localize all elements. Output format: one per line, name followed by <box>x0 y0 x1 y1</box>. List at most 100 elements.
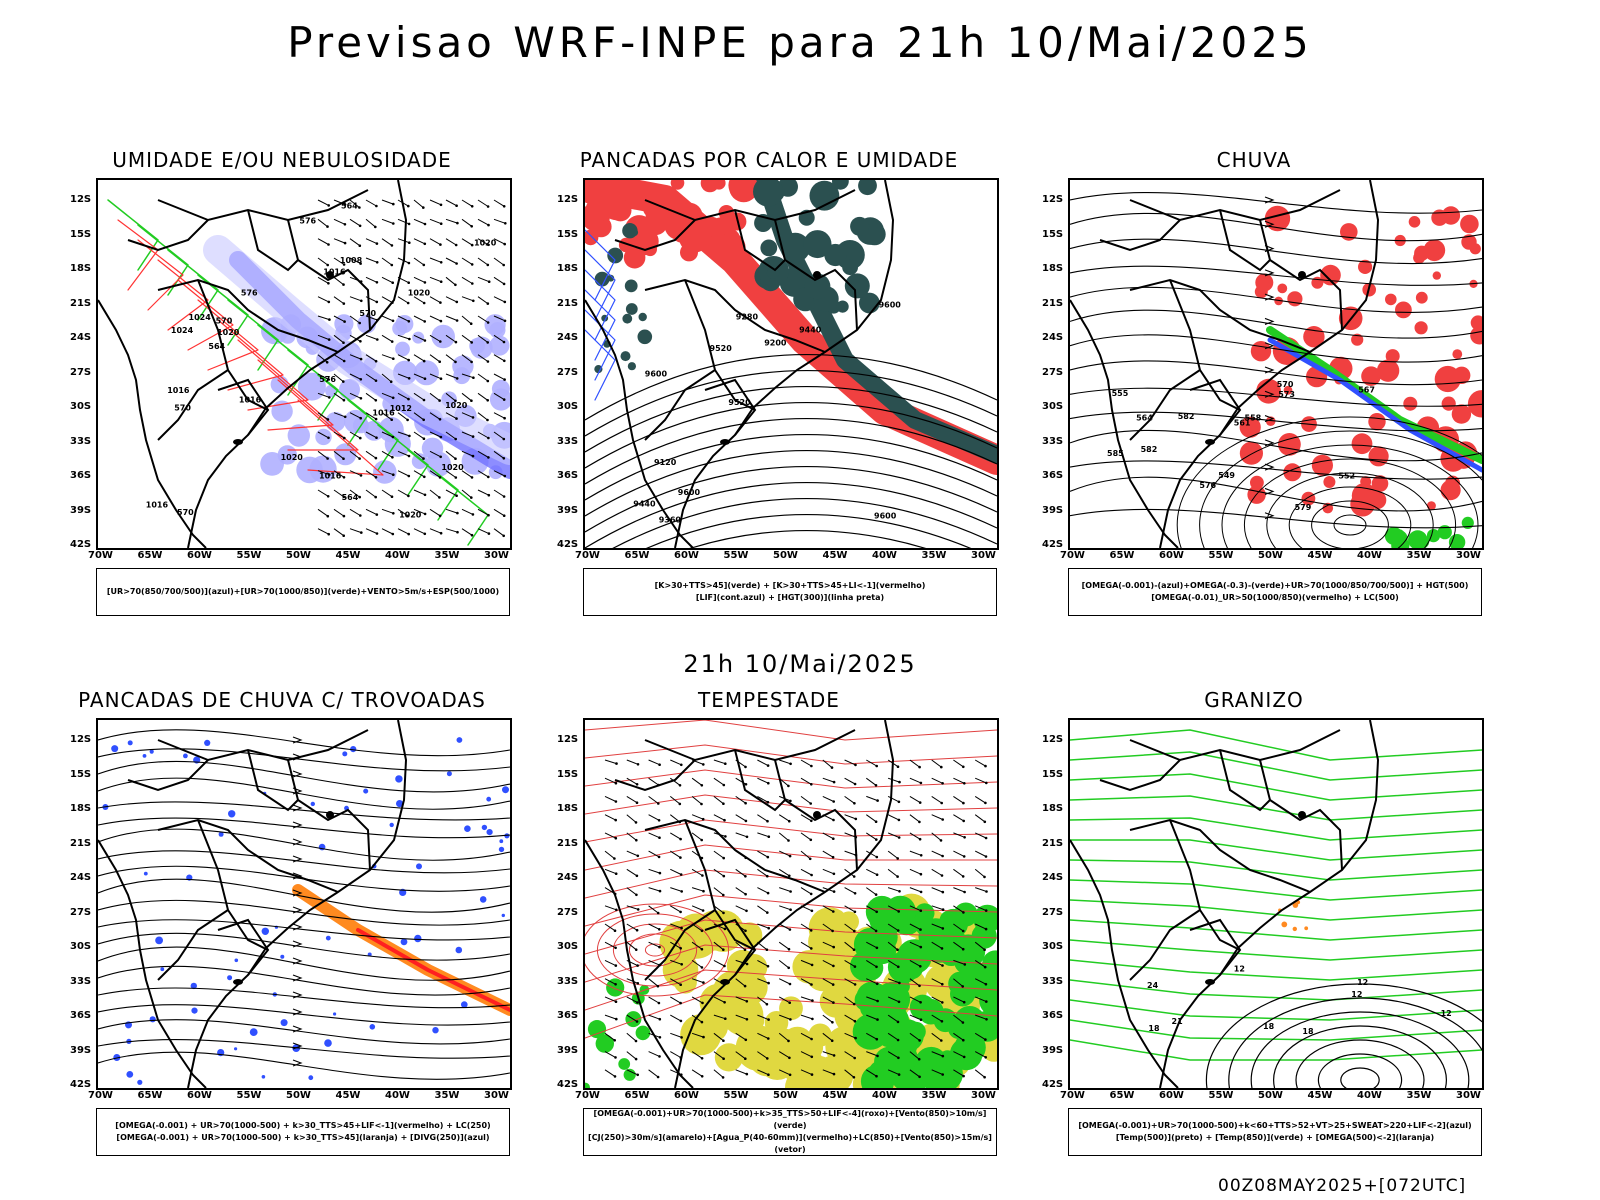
lon-tick-label: 40W <box>1357 1090 1382 1101</box>
lon-tick-label: 45W <box>335 1090 361 1101</box>
lon-tick-label: 30W <box>971 1090 996 1101</box>
lon-tick-label: 60W <box>187 550 212 561</box>
contour-label: 1024 <box>171 326 194 335</box>
lat-tick-label: 21S <box>1042 297 1064 309</box>
panel-title: TEMPESTADE <box>698 688 840 712</box>
contour-label: 576 <box>241 289 258 298</box>
contour-label: 564 <box>208 342 225 351</box>
legend-box: [OMEGA(-0.001)-(azul)+OMEGA(-0.3)-(verde… <box>1068 568 1482 616</box>
lon-tick-label: 35W <box>434 1090 460 1101</box>
lat-tick-label: 36S <box>70 470 92 481</box>
contour-label: 18 <box>1263 1022 1275 1031</box>
contour-label: 1016 <box>323 267 346 276</box>
lon-tick-label: 65W <box>624 1090 650 1101</box>
contour-label: 579 <box>1295 503 1312 512</box>
lat-tick-label: 33S <box>70 435 92 447</box>
lon-tick-label: 60W <box>674 550 699 561</box>
lat-tick-label: 12S <box>557 734 579 745</box>
contour-label: 1020 <box>445 401 468 410</box>
lon-tick-label: 50W <box>1258 550 1283 561</box>
lat-tick-label: 33S <box>1042 975 1064 987</box>
lat-tick-label: 30S <box>1042 401 1064 412</box>
lon-tick-label: 55W <box>236 550 262 561</box>
lon-tick-label: 70W <box>1060 550 1085 561</box>
contour-label: 555 <box>1112 389 1129 398</box>
lat-tick-label: 42S <box>1042 1079 1064 1090</box>
contour-label: 573 <box>1278 390 1295 399</box>
legend-line: [OMEGA(-0.001)+UR>70(1000-500)+k<60+TTS>… <box>1078 1121 1472 1130</box>
contour-label: 9600 <box>879 301 902 310</box>
contour-label: 1020 <box>441 463 464 472</box>
contour-label: 9600 <box>645 369 668 378</box>
lat-tick-label: 42S <box>557 1079 579 1090</box>
lat-tick-label: 27S <box>1042 906 1064 918</box>
contour-label: 561 <box>1234 419 1251 428</box>
lat-tick-label: 33S <box>557 975 579 987</box>
map-canvas <box>98 720 510 1088</box>
contour-label: 9520 <box>710 344 733 353</box>
contour-label: 570 <box>177 508 194 517</box>
contour-label: 1012 <box>390 404 412 413</box>
contour-label: 582 <box>1141 445 1158 454</box>
lat-tick-label: 18S <box>557 803 579 814</box>
contour-label: 9440 <box>633 500 656 509</box>
lon-tick-label: 60W <box>674 1090 699 1101</box>
contour-label: 1020 <box>281 453 304 462</box>
lon-tick-label: 60W <box>1159 1090 1184 1101</box>
contour-label: 576 <box>319 375 336 384</box>
contour-label: 12 <box>1234 964 1245 973</box>
contour-label: 1020 <box>474 239 497 248</box>
legend-line: [CJ(250)>30m/s](amarelo)+[Agua_P(40-60mm… <box>588 1133 992 1154</box>
lat-tick-label: 24S <box>557 872 579 883</box>
lat-tick-label: 12S <box>70 734 92 745</box>
contour-label: 18 <box>1302 1027 1314 1036</box>
lon-tick-label: 40W <box>385 550 410 561</box>
lat-tick-label: 27S <box>70 366 92 378</box>
contour-label: 564 <box>342 493 359 502</box>
lon-tick-label: 30W <box>1456 1090 1481 1101</box>
lat-tick-label: 42S <box>70 1079 92 1090</box>
contour-label: 1008 <box>340 256 363 265</box>
lat-tick-label: 15S <box>1042 768 1064 780</box>
contour-label: 1016 <box>167 386 190 395</box>
main-title: Previsao WRF-INPE para 21h 10/Mai/2025 <box>287 18 1313 67</box>
lon-tick-label: 30W <box>484 550 509 561</box>
contour-label: 567 <box>1358 386 1375 395</box>
contour-label: 9440 <box>799 325 822 334</box>
lon-tick-label: 55W <box>1208 550 1234 561</box>
lat-tick-label: 30S <box>70 941 92 952</box>
lat-tick-label: 12S <box>1042 734 1064 745</box>
contour-label: 1016 <box>372 409 395 418</box>
lon-tick-label: 40W <box>872 1090 897 1101</box>
lat-tick-label: 36S <box>557 470 579 481</box>
contour-label: 24 <box>1147 981 1159 990</box>
legend-line: [Temp(500)](preto) + [Temp(850)](verde) … <box>1115 1133 1435 1142</box>
contour-label: 582 <box>1178 412 1195 421</box>
legend-line: [UR>70(850/700/500)](azul)+[UR>70(1000/8… <box>106 587 500 596</box>
lon-tick-label: 50W <box>286 550 311 561</box>
lat-tick-label: 21S <box>1042 837 1064 849</box>
lon-tick-label: 65W <box>137 1090 163 1101</box>
contour-label: 570 <box>1277 380 1294 389</box>
lon-tick-label: 45W <box>822 550 848 561</box>
lat-tick-label: 30S <box>557 941 579 952</box>
lat-tick-label: 33S <box>70 975 92 987</box>
lon-tick-label: 35W <box>1406 550 1432 561</box>
lat-tick-label: 12S <box>557 194 579 205</box>
lat-tick-label: 33S <box>557 435 579 447</box>
panel-pancadas_calor: PANCADAS POR CALOR E UMIDADE 9600 9600 9600… <box>543 148 1023 628</box>
lat-tick-label: 39S <box>557 1044 579 1056</box>
map-canvas <box>585 720 997 1088</box>
valid-time-title: 21h 10/Mai/2025 <box>683 650 917 678</box>
lon-tick-label: 55W <box>236 1090 262 1101</box>
lon-tick-label: 45W <box>1307 550 1333 561</box>
lon-tick-label: 30W <box>1456 550 1481 561</box>
lat-tick-label: 12S <box>1042 194 1064 205</box>
lat-tick-label: 42S <box>70 539 92 550</box>
lon-tick-label: 65W <box>1109 1090 1135 1101</box>
map-borders <box>585 720 895 1088</box>
lon-tick-label: 60W <box>1159 550 1184 561</box>
lat-tick-label: 42S <box>1042 539 1064 550</box>
lat-tick-label: 24S <box>557 332 579 343</box>
lat-tick-label: 18S <box>70 803 92 814</box>
